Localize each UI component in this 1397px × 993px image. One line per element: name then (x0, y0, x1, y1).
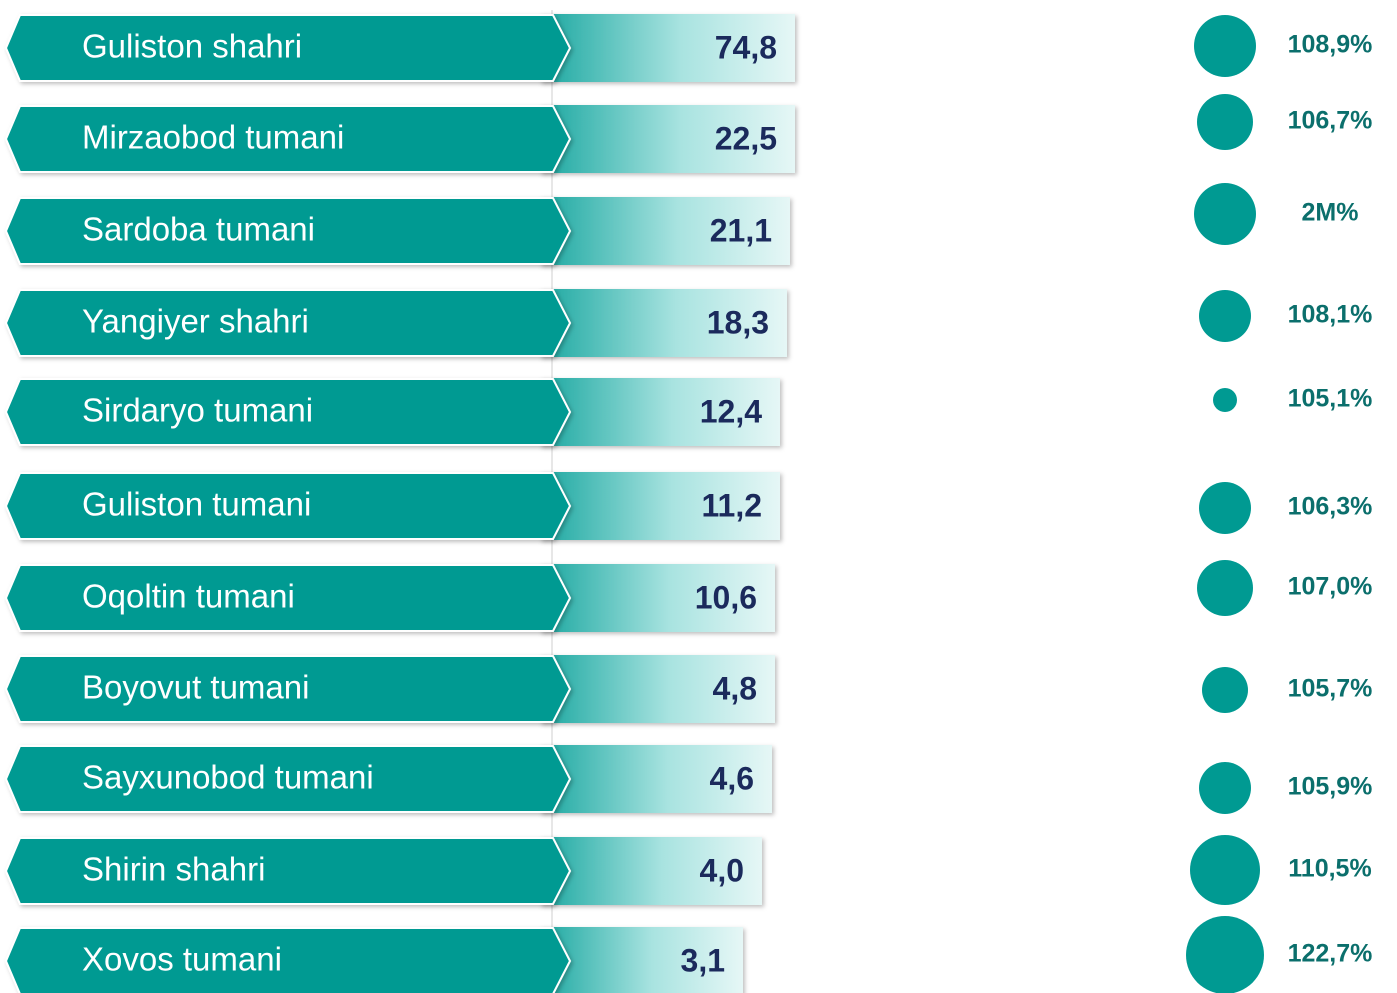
growth-dot (1213, 388, 1237, 412)
region-name: Guliston tumani (82, 486, 311, 523)
value-bar (540, 927, 743, 993)
name-ribbon (4, 472, 572, 540)
growth-dot (1197, 560, 1253, 616)
region-value: 3,1 (681, 942, 725, 978)
growth-dot (1194, 15, 1256, 77)
growth-dot (1194, 183, 1256, 245)
region-name: Oqoltin tumani (82, 578, 295, 615)
region-name: Xovos tumani (82, 941, 282, 978)
growth-dot (1202, 667, 1248, 713)
growth-percent: 106,7% (1288, 107, 1373, 135)
region-value: 18,3 (707, 304, 769, 340)
name-ribbon (4, 378, 572, 446)
value-bar (540, 289, 787, 357)
growth-percent: 105,9% (1288, 773, 1373, 801)
value-bar (540, 14, 795, 82)
growth-percent: 106,3% (1288, 493, 1373, 521)
region-name: Guliston shahri (82, 28, 302, 65)
growth-percent: 2M% (1302, 199, 1359, 227)
growth-dot (1186, 916, 1264, 993)
value-bar (540, 745, 772, 813)
value-bar (540, 197, 790, 265)
region-value: 11,2 (701, 487, 762, 523)
growth-percent: 122,7% (1288, 940, 1373, 968)
growth-percent: 105,1% (1288, 385, 1373, 413)
region-name: Sirdaryo tumani (82, 392, 313, 429)
region-name: Sayxunobod tumani (82, 759, 374, 796)
name-ribbon (4, 105, 572, 173)
region-name: Boyovut tumani (82, 669, 309, 706)
value-bar (540, 105, 795, 173)
region-value: 4,8 (713, 670, 757, 706)
value-bar (540, 655, 775, 723)
region-value: 10,6 (695, 579, 757, 615)
name-ribbon (4, 745, 572, 813)
region-name: Yangiyer shahri (82, 303, 309, 340)
growth-percent: 108,1% (1288, 301, 1373, 329)
name-ribbon (4, 14, 572, 82)
growth-percent: 107,0% (1288, 573, 1373, 601)
region-name: Sardoba tumani (82, 211, 315, 248)
name-ribbon (4, 927, 572, 993)
name-ribbon (4, 655, 572, 723)
region-name: Mirzaobod tumani (82, 119, 344, 156)
growth-dot (1199, 482, 1251, 534)
value-bar (540, 378, 780, 446)
growth-percent: 110,5% (1288, 855, 1371, 883)
growth-percent: 108,9% (1288, 31, 1373, 59)
value-bar (540, 472, 780, 540)
name-ribbon (4, 837, 572, 905)
region-value: 4,0 (700, 852, 744, 888)
region-value: 74,8 (715, 29, 777, 65)
region-value: 22,5 (715, 120, 777, 156)
name-ribbon (4, 197, 572, 265)
growth-percent: 105,7% (1288, 675, 1373, 703)
region-name: Shirin shahri (82, 851, 265, 888)
value-bar (540, 837, 762, 905)
growth-dot (1199, 290, 1251, 342)
growth-dot (1199, 762, 1251, 814)
value-bar (540, 564, 775, 632)
region-value: 21,1 (710, 212, 772, 248)
name-ribbon (4, 564, 572, 632)
growth-dot (1197, 94, 1253, 150)
growth-dot (1190, 835, 1260, 905)
region-value: 4,6 (710, 760, 754, 796)
region-value: 12,4 (700, 393, 762, 429)
name-ribbon (4, 289, 572, 357)
